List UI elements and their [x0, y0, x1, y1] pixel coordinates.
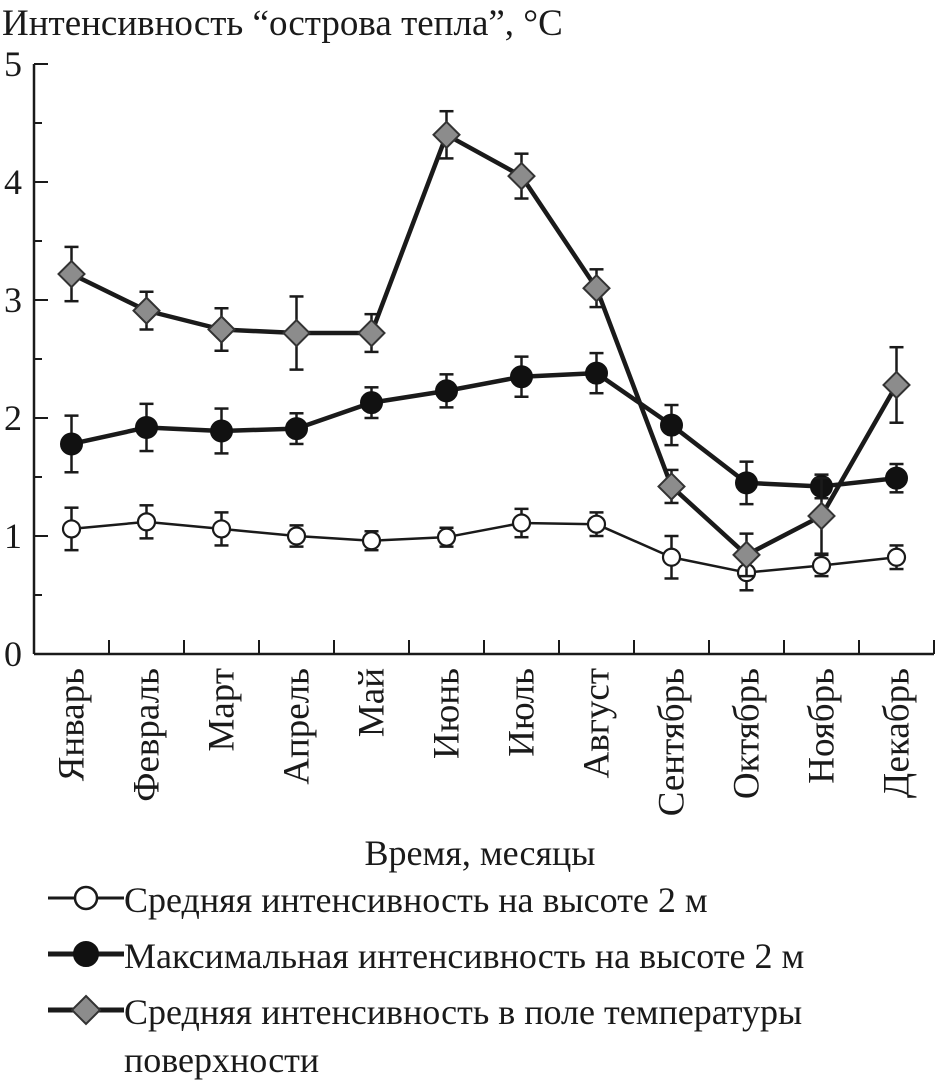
tick-marks: 0 1 2 3 4 5 Январь Февраль Март Апрель Май Июнь Июль… — [4, 44, 935, 816]
data-point — [511, 513, 532, 533]
data-point — [735, 471, 758, 495]
data-point — [432, 120, 461, 150]
data-point — [510, 365, 533, 389]
y-tick-label: 0 — [4, 634, 22, 674]
data-point — [286, 526, 307, 546]
y-tick-label: 2 — [4, 398, 22, 438]
data-point — [361, 531, 382, 551]
data-point — [582, 273, 611, 303]
data-point — [360, 391, 383, 415]
legend: Средняя интенсивность на высоте 2 м Макс… — [0, 870, 942, 1092]
legend-label: Максимальная интенсивность на высоте 2 м — [124, 936, 805, 976]
data-point — [807, 501, 836, 531]
open-circle-line-icon — [48, 885, 124, 911]
x-tick-label: Май — [352, 668, 393, 737]
y-tick-label: 3 — [4, 280, 22, 320]
y-tick-label: 1 — [4, 516, 22, 556]
x-tick-label: Август — [577, 668, 618, 778]
filled-circle-line-icon — [48, 941, 124, 967]
chart-title: Интенсивность “острова тепла”, °C — [2, 3, 563, 44]
legend-item-mean-2m: Средняя интенсивность на высоте 2 м — [0, 870, 942, 926]
data-point — [357, 318, 386, 348]
data-point — [435, 379, 458, 403]
series-line — [71, 520, 897, 574]
data-point — [660, 413, 683, 437]
data-point — [507, 161, 536, 191]
data-point — [811, 555, 832, 576]
data-point — [207, 315, 236, 344]
x-tick-label: Июнь — [427, 668, 468, 759]
x-tick-label: Сентябрь — [652, 668, 693, 816]
data-point — [135, 415, 158, 439]
x-tick-label: Ноябрь — [802, 668, 843, 784]
diamond-line-icon — [48, 994, 124, 1026]
series-1 — [60, 351, 908, 506]
data-point — [285, 417, 308, 441]
x-tick-label: Январь — [52, 668, 93, 781]
data-point — [732, 540, 761, 570]
series-line — [71, 370, 897, 489]
data-point — [132, 296, 161, 326]
data-point — [211, 519, 232, 539]
data-point — [586, 514, 607, 534]
data-point — [661, 547, 682, 567]
data-point — [657, 472, 686, 501]
legend-item-max-2m: Максимальная интенсивность на высоте 2 м — [0, 926, 942, 982]
series-2 — [57, 109, 911, 578]
data-point — [61, 519, 82, 539]
x-tick-label: Июль — [502, 668, 543, 757]
legend-item-surface: Средняя интенсивность в поле температуры… — [0, 982, 942, 1092]
data-point — [585, 361, 608, 385]
line-chart: 0 1 2 3 4 5 Январь Февраль Март Апрель Май Июнь Июль… — [4, 44, 935, 816]
data-point — [210, 419, 233, 443]
series-layer — [57, 109, 911, 592]
x-tick-label: Март — [202, 668, 243, 752]
y-tick-label: 4 — [4, 162, 22, 202]
data-point — [885, 466, 908, 490]
data-point — [60, 432, 83, 456]
axes — [32, 64, 934, 656]
x-tick-label: Октябрь — [727, 668, 768, 799]
legend-label: Средняя интенсивность в поле температуры… — [124, 992, 803, 1080]
data-point — [436, 527, 457, 547]
series-0 — [61, 504, 907, 592]
legend-label: Средняя интенсивность на высоте 2 м — [124, 880, 708, 920]
data-point — [57, 259, 86, 289]
data-point — [282, 318, 311, 348]
x-tick-label: Декабрь — [877, 668, 918, 798]
data-point — [136, 512, 157, 532]
x-tick-label: Апрель — [277, 668, 318, 785]
series-line — [70, 132, 899, 558]
x-tick-label: Февраль — [127, 668, 168, 802]
data-point — [886, 547, 907, 567]
x-axis-label: Время, месяцы — [364, 833, 596, 873]
data-point — [882, 370, 911, 400]
y-tick-label: 5 — [4, 44, 22, 84]
